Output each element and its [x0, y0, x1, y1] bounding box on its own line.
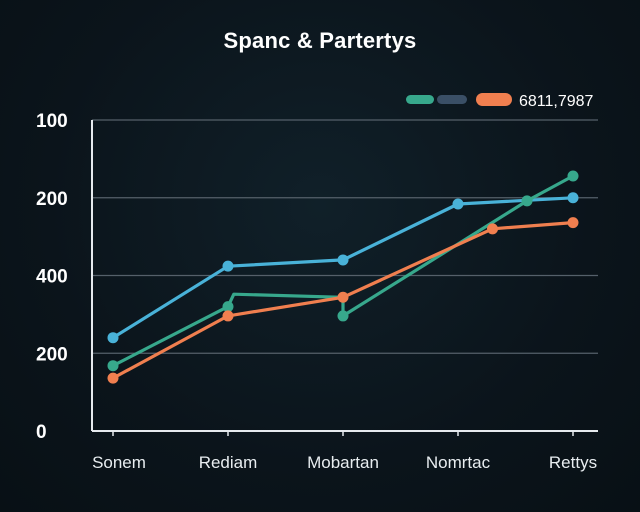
data-point-orange — [567, 217, 579, 229]
data-point-blue — [337, 254, 349, 266]
grid-lines — [92, 119, 598, 354]
data-point-blue — [107, 332, 119, 344]
axes — [91, 120, 598, 436]
data-point-orange — [487, 223, 498, 235]
data-point-teal — [337, 310, 349, 322]
data-point-orange — [337, 291, 349, 303]
data-point-teal — [567, 170, 579, 182]
legend-swatch-navy — [437, 95, 467, 104]
legend-label: 6811,7987 — [519, 93, 594, 110]
legend-swatch-orange — [476, 93, 512, 106]
y-tick-label: 200 — [36, 344, 68, 365]
data-point-blue — [222, 260, 234, 272]
series-line-teal — [111, 174, 575, 368]
series-lines — [111, 174, 575, 380]
legend: 6811,7987 — [406, 93, 594, 110]
data-point-teal — [521, 195, 533, 207]
data-point-orange — [107, 372, 119, 384]
chart-title: Spanc & Partertys — [223, 28, 417, 53]
y-tick-label: 100 — [36, 111, 68, 132]
data-point-blue — [452, 198, 464, 210]
x-tick-label: Mobartan — [307, 453, 379, 472]
x-tick-label: Rediam — [199, 453, 258, 472]
x-tick-label: Nomrtac — [426, 453, 491, 472]
data-point-teal — [107, 360, 119, 372]
series-markers — [107, 170, 579, 384]
x-tick-label: Rettys — [549, 453, 597, 472]
legend-swatch-teal — [406, 95, 434, 104]
data-point-blue — [567, 192, 579, 204]
y-tick-label: 400 — [36, 267, 68, 288]
y-tick-labels: 0 200 400 200 100 — [36, 111, 68, 443]
y-tick-label: 200 — [36, 189, 68, 210]
data-point-teal — [222, 301, 234, 313]
y-tick-label: 0 — [36, 422, 47, 443]
x-tick-labels: Sonem Rediam Mobartan Nomrtac Rettys — [92, 453, 597, 472]
data-point-orange — [222, 310, 234, 322]
x-tick-label: Sonem — [92, 453, 146, 472]
